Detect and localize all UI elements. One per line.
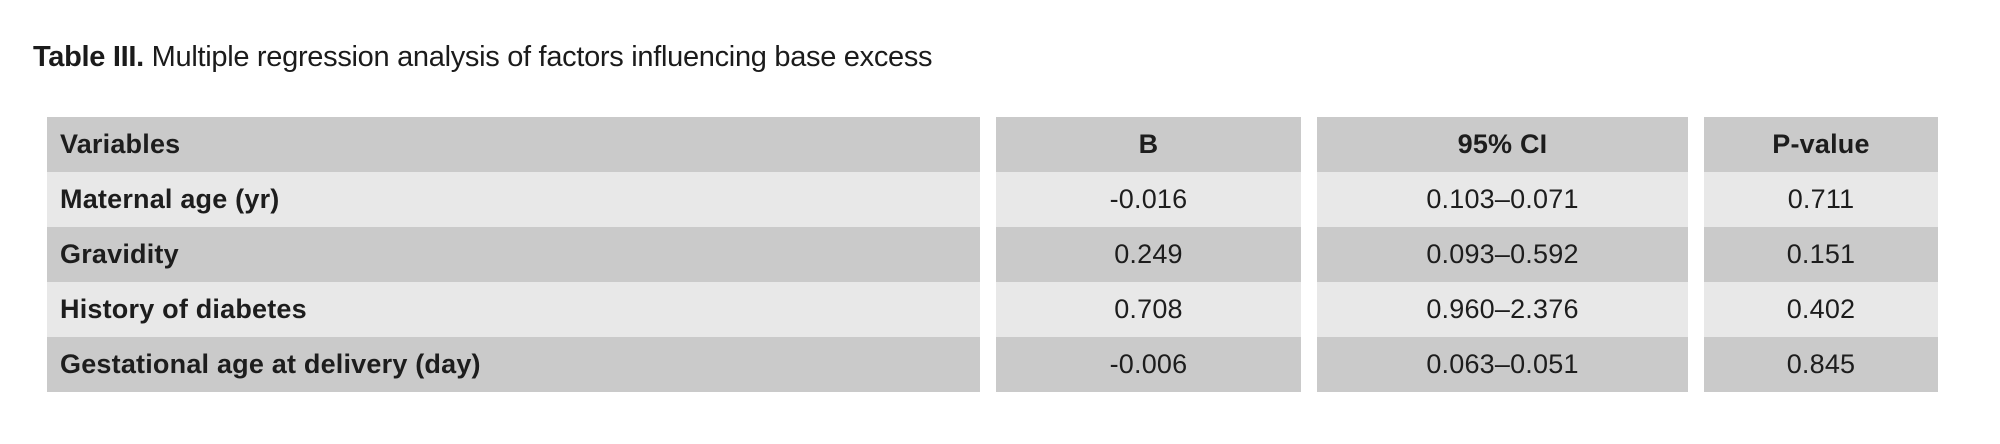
table-number: Table III. bbox=[33, 41, 144, 73]
b-value-cell: -0.016 bbox=[996, 172, 1301, 227]
table-caption-text: Multiple regression analysis of factors … bbox=[143, 41, 933, 73]
b-value-cell: 0.249 bbox=[996, 227, 1301, 282]
column-header-variables: Variables bbox=[47, 117, 980, 172]
b-value-cell: 0.708 bbox=[996, 282, 1301, 337]
variable-cell: History of diabetes bbox=[47, 282, 980, 337]
ci-cell: 0.960–2.376 bbox=[1317, 282, 1688, 337]
p-value-cell: 0.845 bbox=[1704, 337, 1938, 392]
column-header-pvalue: P-value bbox=[1704, 117, 1938, 172]
b-value-cell: -0.006 bbox=[996, 337, 1301, 392]
column-header-ci: 95% CI bbox=[1317, 117, 1688, 172]
variable-cell: Gestational age at delivery (day) bbox=[47, 337, 980, 392]
ci-cell: 0.093–0.592 bbox=[1317, 227, 1688, 282]
regression-table: Variables B 95% CI P-value Maternal age … bbox=[47, 117, 1938, 392]
column-header-b: B bbox=[996, 117, 1301, 172]
variable-cell: Maternal age (yr) bbox=[47, 172, 980, 227]
variable-cell: Gravidity bbox=[47, 227, 980, 282]
table-caption: Table III. Multiple regression analysis … bbox=[33, 41, 933, 74]
p-value-cell: 0.402 bbox=[1704, 282, 1938, 337]
ci-cell: 0.063–0.051 bbox=[1317, 337, 1688, 392]
p-value-cell: 0.711 bbox=[1704, 172, 1938, 227]
p-value-cell: 0.151 bbox=[1704, 227, 1938, 282]
ci-cell: 0.103–0.071 bbox=[1317, 172, 1688, 227]
